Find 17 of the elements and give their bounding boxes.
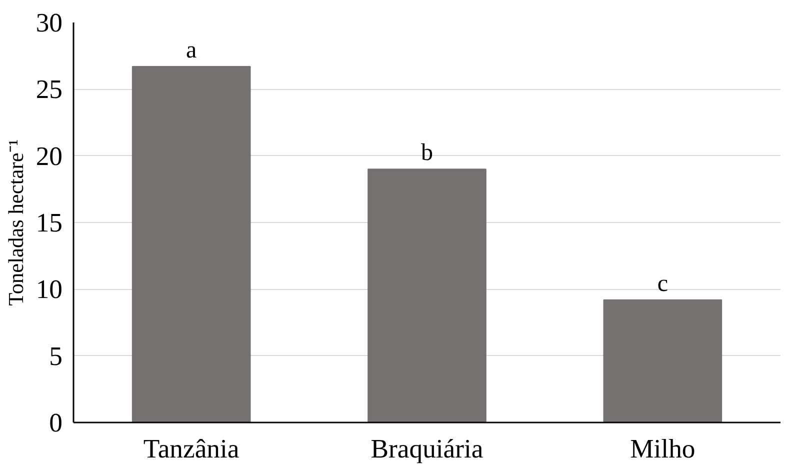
y-tick-label: 20 (36, 140, 62, 171)
bar (132, 66, 251, 422)
y-tick-label: 25 (36, 74, 62, 104)
y-tick-label: 0 (49, 408, 62, 438)
y-axis-title: Toneladas hectare⁻¹ (4, 139, 28, 306)
y-tick-label: 10 (36, 274, 62, 304)
x-tick-label: Milho (630, 434, 696, 464)
y-tick-label: 30 (36, 8, 62, 38)
annotation: c (657, 270, 668, 297)
bar (603, 299, 722, 422)
annotation: b (421, 140, 433, 166)
x-tick-label: Tanzânia (143, 434, 240, 464)
x-tick-label: Braquiária (370, 434, 484, 464)
y-tick-label: 15 (36, 208, 62, 238)
annotation: a (186, 38, 198, 64)
y-tick-label: 5 (49, 340, 62, 371)
bar (368, 168, 486, 422)
